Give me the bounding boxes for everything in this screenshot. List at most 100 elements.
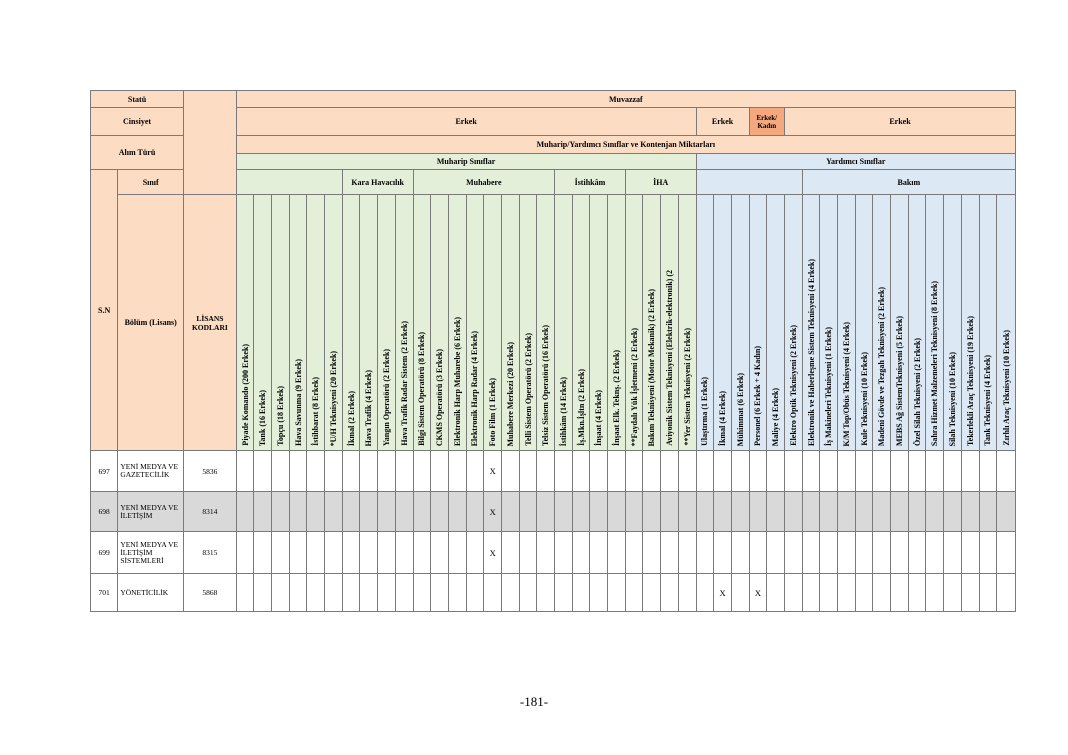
- sn-header: S.N: [89, 169, 119, 451]
- quota-cell: [837, 491, 856, 532]
- row-bolum: YÖNETİCİLİK: [117, 573, 185, 612]
- quota-cell: [341, 450, 361, 492]
- column-header: İnşaat Elk. Teknş. (2 Erkek): [607, 194, 626, 451]
- quota-cell: [500, 531, 520, 574]
- quota-cell: [377, 531, 396, 574]
- quota-cell: [783, 450, 803, 492]
- quota-cell: [447, 491, 467, 532]
- column-header: İş Makineleri Teknisyeni (1 Erkek): [819, 194, 839, 451]
- column-header: Telli Sistem Operatörü (2 Erkek): [518, 194, 538, 451]
- quota-cell: [447, 450, 467, 492]
- quota-cell: [766, 450, 785, 492]
- quota-cell: [907, 573, 927, 612]
- column-header: Sahra Hizmet Malzemeleri Teknisyeni (8 E…: [925, 194, 945, 451]
- quota-cell: [660, 531, 679, 574]
- quota-cell: [536, 573, 556, 612]
- quota-cell: [783, 573, 803, 612]
- column-header: İş.Mkn.İşltn (2 Erkek): [571, 194, 591, 451]
- quota-cell: [571, 450, 591, 492]
- quota-cell: [943, 531, 962, 574]
- row-lisans-kodu: 5836: [183, 450, 237, 492]
- quota-cell: [554, 573, 573, 612]
- quota-cell: [288, 450, 308, 492]
- quota-cell: [907, 450, 927, 492]
- quota-cell: [536, 491, 556, 532]
- quota-cell: [359, 491, 379, 532]
- quota-cell: [854, 531, 874, 574]
- quota-cell: [271, 450, 290, 492]
- yardimci-siniflar-header: Yardımcı Sınıflar: [695, 153, 1017, 170]
- quota-cell: [783, 491, 803, 532]
- quota-cell: [819, 450, 839, 492]
- row-bolum: YENİ MEDYA VE İLETİŞİM: [117, 491, 185, 532]
- quota-cell: [677, 450, 697, 492]
- quota-cell: [536, 531, 556, 574]
- quota-cell: [801, 531, 821, 574]
- quota-cell: [288, 573, 308, 612]
- quota-cell: [854, 573, 874, 612]
- quota-cell: [483, 573, 502, 612]
- column-header: Foto Film (1 Erkek): [483, 194, 502, 451]
- quota-cell: [571, 491, 591, 532]
- quota-cell: [271, 573, 290, 612]
- quota-cell: [819, 531, 839, 574]
- quota-cell: [518, 491, 538, 532]
- quota-cell: [465, 531, 485, 574]
- quota-cell: [394, 573, 414, 612]
- quota-cell: [837, 573, 856, 612]
- quota-cell: [660, 450, 679, 492]
- table-row: 701 YÖNETİCİLİK 5868 X X: [89, 573, 1016, 612]
- row-sn: 697: [89, 450, 119, 492]
- quota-cell: [660, 573, 679, 612]
- column-header: Yangın Operatörü (2 Erkek): [377, 194, 396, 451]
- quota-cell: [430, 531, 449, 574]
- sinif-label: Sınıf: [117, 169, 185, 195]
- column-header: Topçu (18 Erkek): [271, 194, 290, 451]
- quota-cell: [465, 573, 485, 612]
- quota-cell: [713, 531, 732, 574]
- column-header: İstihbarat (8 Erkek): [306, 194, 326, 451]
- quota-cell: [377, 491, 396, 532]
- column-header: K/M Top/Obüs Teknisyeni (4 Erkek): [837, 194, 856, 451]
- quota-cell: [978, 531, 998, 574]
- quota-cell: [324, 573, 343, 612]
- quota-cell: [925, 450, 945, 492]
- quota-cell: [253, 450, 273, 492]
- quota-cell: [571, 531, 591, 574]
- quota-cell: [589, 491, 609, 532]
- cinsiyet-erkek-kadin: Erkek/ Kadın: [748, 107, 785, 136]
- quota-cell: [943, 573, 962, 612]
- quota-cell: [801, 573, 821, 612]
- column-header: Bilgi Sistem Operatörü (8 Erkek): [412, 194, 432, 451]
- quota-cell: [730, 573, 750, 612]
- quota-cell: [271, 531, 290, 574]
- quota-cell: [872, 531, 892, 574]
- quota-cell: [412, 531, 432, 574]
- quota-cell: [677, 531, 697, 574]
- quota-cell: [978, 491, 998, 532]
- quota-cell: [801, 450, 821, 492]
- column-header: Ulaştırma (1 Erkek): [695, 194, 715, 451]
- quota-cell: [695, 573, 715, 612]
- quota-cell: [713, 491, 732, 532]
- quota-cell: [589, 531, 609, 574]
- quota-cell: [730, 531, 750, 574]
- statu-label: Statü: [89, 90, 185, 108]
- quota-mark: X: [748, 573, 768, 612]
- quota-cell: [394, 450, 414, 492]
- column-header: Mühimmat (6 Erkek): [730, 194, 750, 451]
- quota-cell: [306, 573, 326, 612]
- statu-value: Muvazzaf: [235, 90, 1017, 108]
- quota-cell: [324, 531, 343, 574]
- quota-cell: [907, 531, 927, 574]
- quota-cell: [960, 573, 980, 612]
- quota-cell: [730, 450, 750, 492]
- quota-cell: [748, 491, 768, 532]
- column-header: MEBS Ağ SistemTeknisyeni (5 Erkek): [890, 194, 909, 451]
- column-header: Tank (16 Erkek): [253, 194, 273, 451]
- quota-cell: [430, 450, 449, 492]
- quota-cell: [960, 491, 980, 532]
- quota-cell: [695, 450, 715, 492]
- cinsiyet-erkek-3: Erkek: [783, 107, 1017, 136]
- quota-cell: [624, 531, 644, 574]
